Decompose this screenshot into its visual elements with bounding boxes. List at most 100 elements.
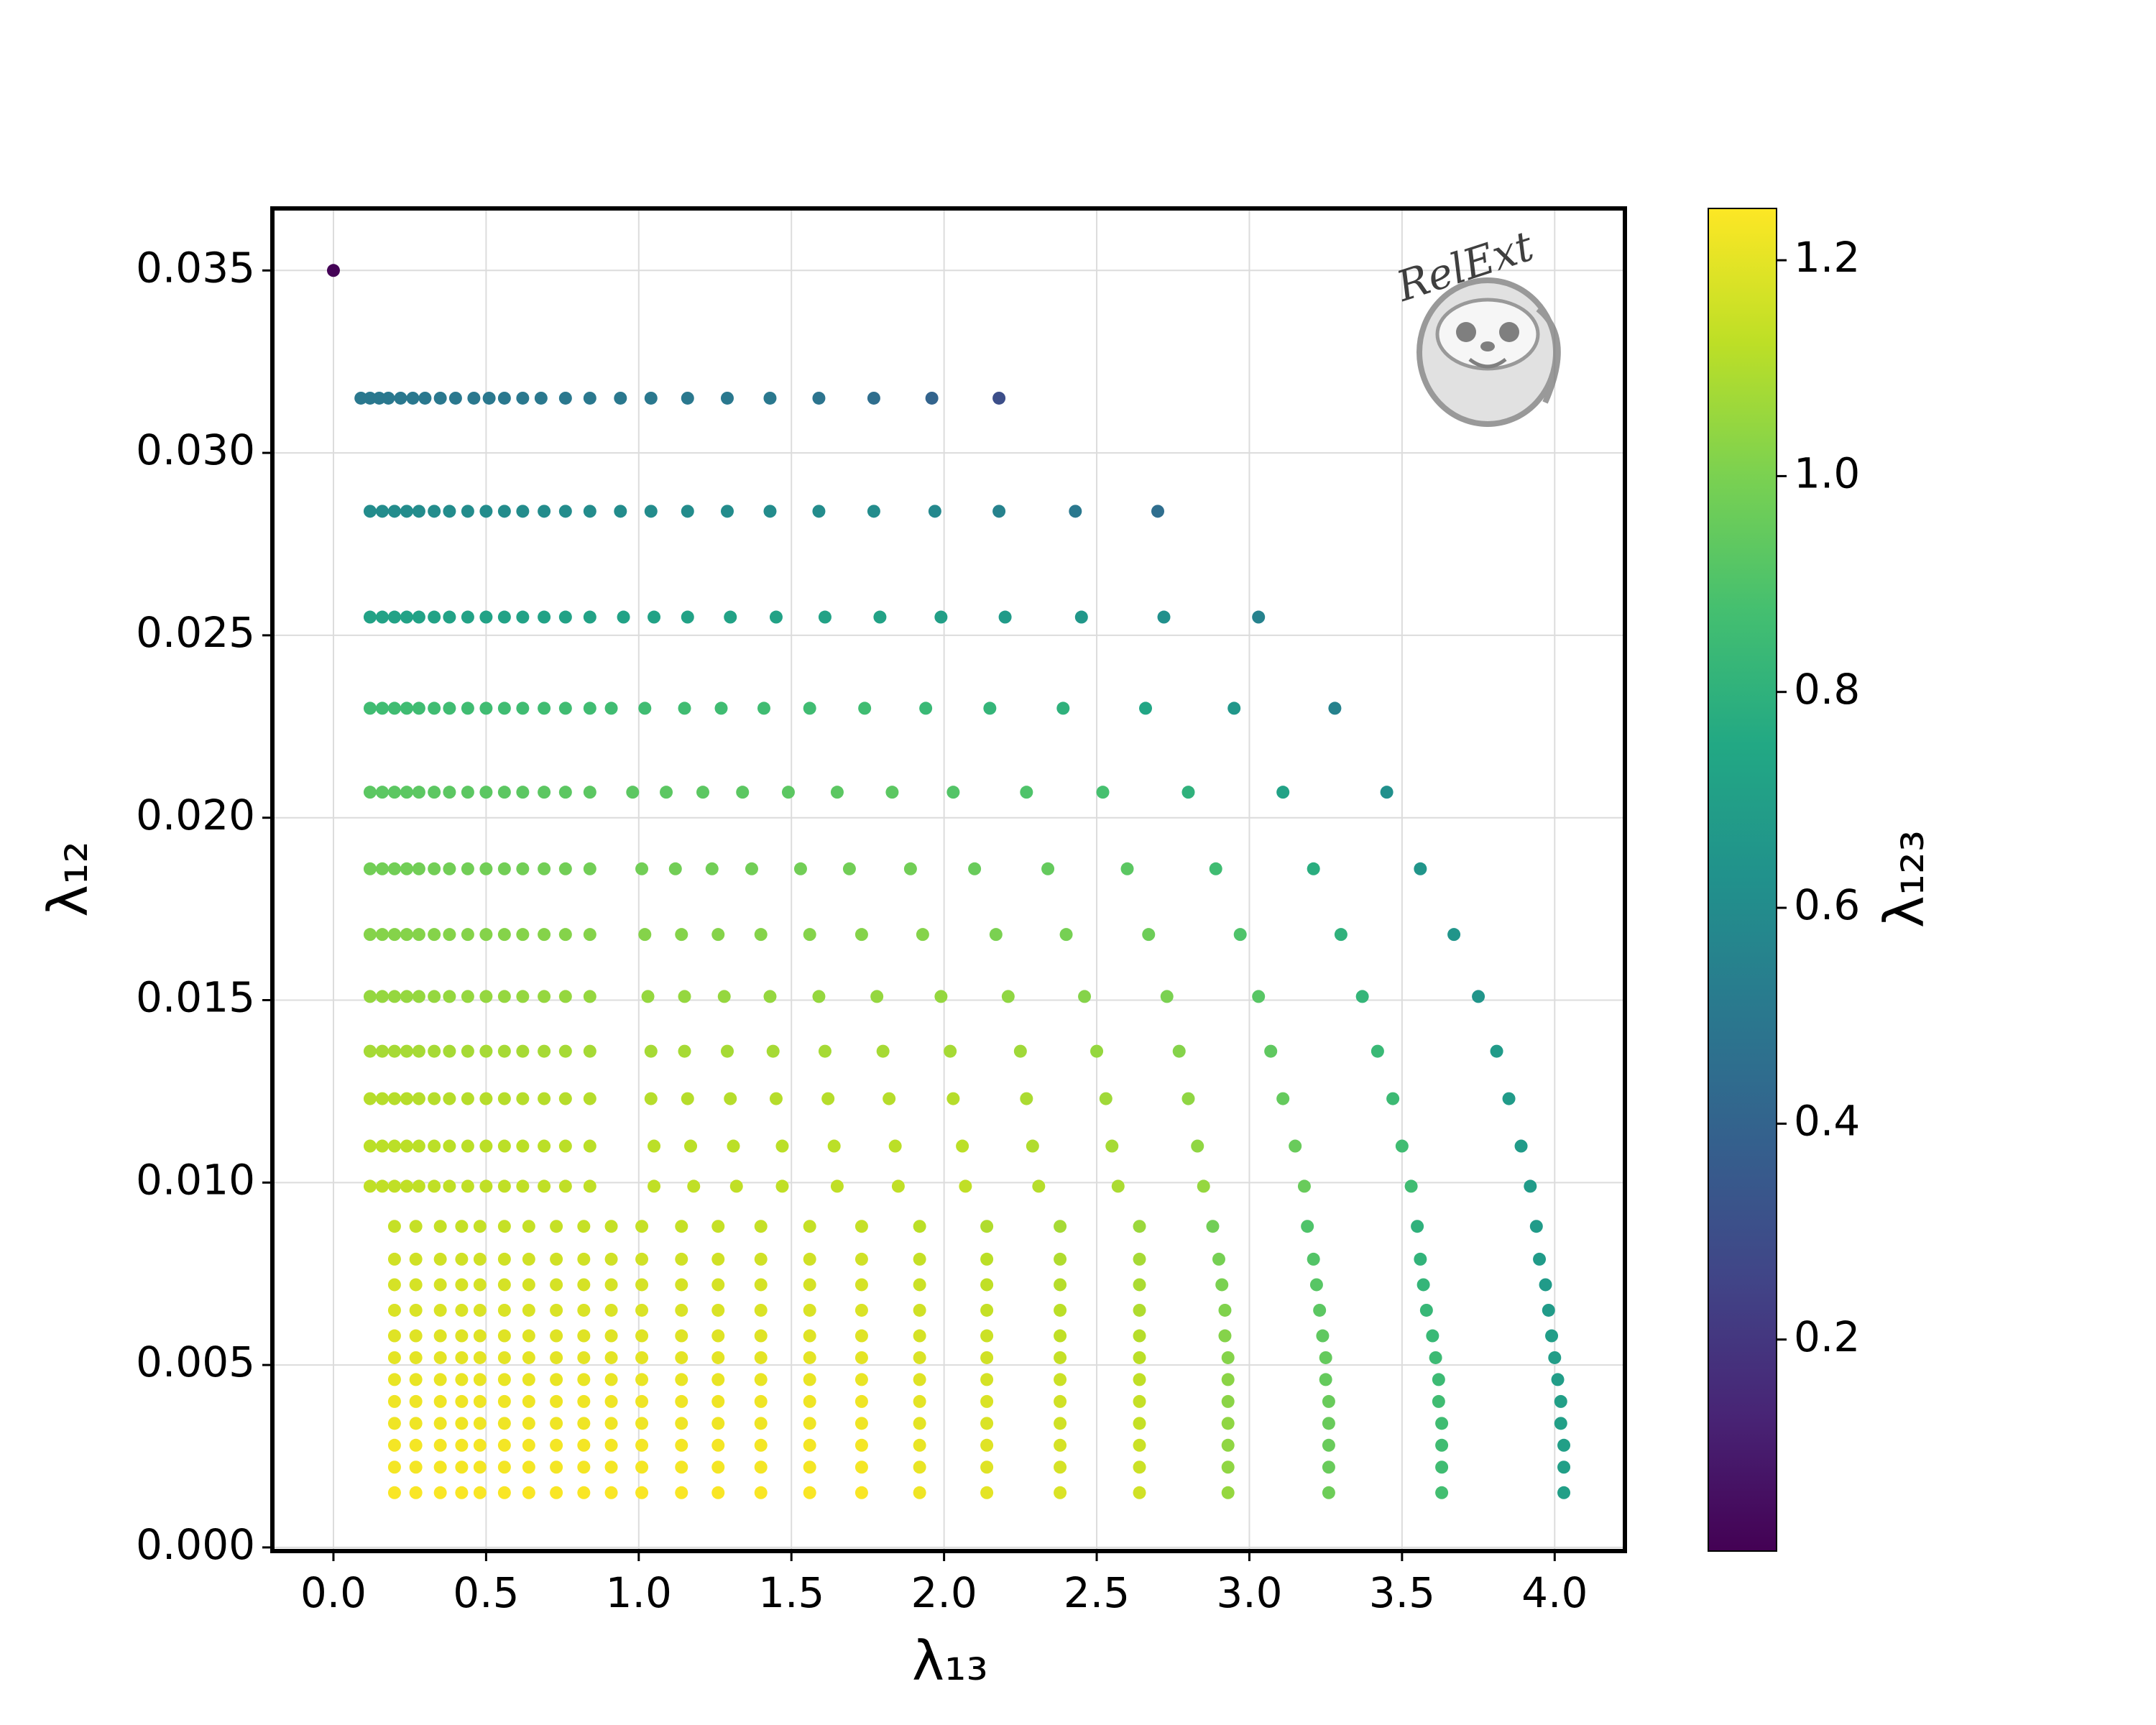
point bbox=[516, 1044, 530, 1058]
point bbox=[550, 1394, 563, 1408]
point bbox=[681, 505, 694, 518]
point bbox=[635, 1303, 649, 1317]
point bbox=[473, 1438, 487, 1452]
point bbox=[1322, 1438, 1335, 1452]
point bbox=[387, 1486, 401, 1499]
point bbox=[1289, 1139, 1302, 1153]
point bbox=[363, 990, 377, 1003]
point bbox=[382, 391, 395, 405]
point bbox=[473, 1394, 487, 1408]
point bbox=[992, 391, 1006, 405]
point bbox=[769, 610, 783, 624]
point bbox=[980, 1438, 994, 1452]
point bbox=[754, 1460, 768, 1474]
point bbox=[1013, 1044, 1027, 1058]
point bbox=[854, 928, 868, 942]
point bbox=[550, 1351, 563, 1364]
point bbox=[455, 1220, 469, 1233]
point bbox=[681, 1092, 694, 1105]
point bbox=[604, 1329, 618, 1343]
point bbox=[617, 610, 630, 624]
point bbox=[775, 1139, 789, 1153]
point bbox=[1502, 1092, 1516, 1105]
point bbox=[516, 1139, 530, 1153]
point bbox=[604, 1303, 618, 1317]
point bbox=[980, 1373, 994, 1386]
point bbox=[604, 1220, 618, 1233]
point bbox=[913, 1220, 926, 1233]
point bbox=[854, 1278, 868, 1292]
point bbox=[754, 1394, 768, 1408]
point bbox=[1447, 928, 1461, 942]
point bbox=[1181, 1092, 1195, 1105]
point bbox=[497, 1351, 511, 1364]
point bbox=[497, 1092, 511, 1105]
point bbox=[409, 1373, 423, 1386]
point bbox=[479, 505, 493, 518]
point bbox=[818, 1044, 831, 1058]
point bbox=[1221, 1373, 1235, 1386]
point bbox=[980, 1278, 994, 1292]
point bbox=[644, 391, 658, 405]
point bbox=[913, 1278, 926, 1292]
point bbox=[497, 1139, 511, 1153]
point bbox=[1233, 928, 1247, 942]
point bbox=[1554, 1394, 1567, 1408]
point bbox=[604, 702, 618, 715]
point bbox=[550, 1278, 563, 1292]
point bbox=[675, 1278, 688, 1292]
point bbox=[583, 786, 596, 799]
y-tick-label: 0.030 bbox=[136, 426, 255, 474]
point bbox=[558, 610, 572, 624]
point bbox=[1078, 990, 1092, 1003]
point bbox=[497, 1417, 511, 1430]
point bbox=[934, 990, 948, 1003]
point bbox=[400, 702, 413, 715]
point bbox=[635, 862, 649, 875]
point bbox=[387, 1278, 401, 1292]
point bbox=[409, 1252, 423, 1266]
point bbox=[1151, 505, 1165, 518]
point bbox=[387, 1351, 401, 1364]
point bbox=[1429, 1351, 1442, 1364]
point bbox=[638, 928, 652, 942]
point bbox=[1096, 786, 1110, 799]
point bbox=[1545, 1329, 1559, 1343]
point bbox=[387, 928, 401, 942]
point bbox=[913, 1394, 926, 1408]
point bbox=[522, 1486, 535, 1499]
point bbox=[1252, 610, 1266, 624]
point bbox=[387, 1438, 401, 1452]
point bbox=[867, 391, 880, 405]
point bbox=[1054, 1329, 1067, 1343]
point bbox=[497, 391, 511, 405]
point bbox=[754, 1278, 768, 1292]
point bbox=[387, 1303, 401, 1317]
point bbox=[675, 1486, 688, 1499]
point bbox=[968, 862, 982, 875]
point bbox=[1221, 1417, 1235, 1430]
point bbox=[980, 1252, 994, 1266]
point bbox=[1252, 990, 1266, 1003]
point bbox=[387, 505, 401, 518]
point bbox=[1539, 1278, 1552, 1292]
point bbox=[635, 1373, 649, 1386]
point bbox=[479, 1139, 493, 1153]
point bbox=[577, 1394, 591, 1408]
point bbox=[720, 1044, 734, 1058]
point bbox=[550, 1220, 563, 1233]
point bbox=[1054, 1486, 1067, 1499]
point bbox=[1435, 1486, 1449, 1499]
point bbox=[550, 1438, 563, 1452]
point bbox=[522, 1329, 535, 1343]
point bbox=[387, 610, 401, 624]
point bbox=[538, 1092, 551, 1105]
point bbox=[614, 391, 627, 405]
point bbox=[1160, 990, 1174, 1003]
point bbox=[412, 786, 425, 799]
point bbox=[1227, 702, 1241, 715]
point bbox=[409, 1329, 423, 1343]
point bbox=[913, 1252, 926, 1266]
point bbox=[854, 1486, 868, 1499]
point bbox=[387, 1417, 401, 1430]
